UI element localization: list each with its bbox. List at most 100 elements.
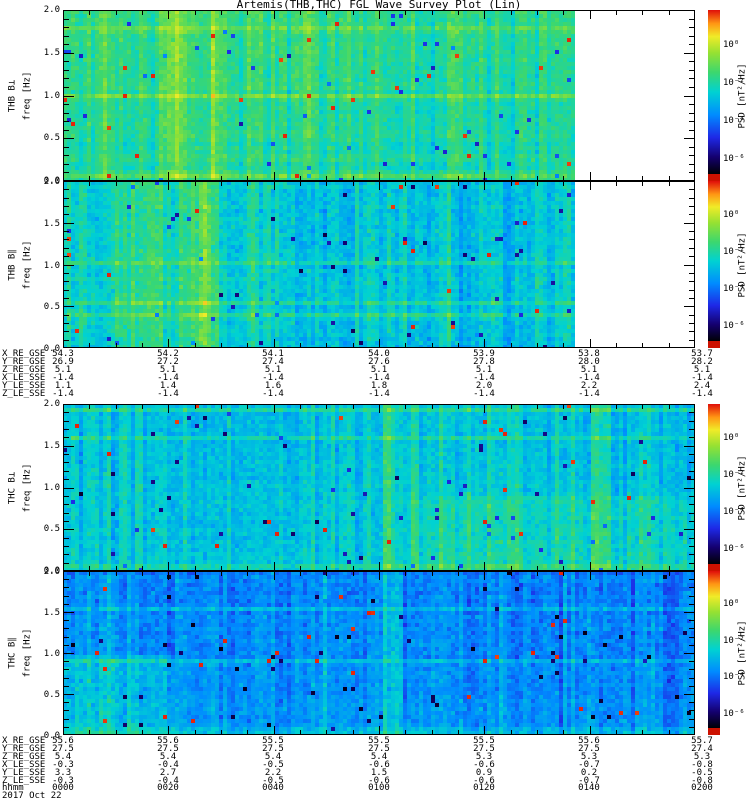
support-value: -0.8	[691, 760, 713, 770]
colorbar-tick-label: 10⁻⁶	[723, 544, 745, 555]
y-tick-label: 2.0	[43, 177, 60, 187]
support-value: 1.5	[370, 768, 388, 778]
support-value: 1.6	[264, 381, 282, 391]
support-value: 5.3	[475, 752, 493, 762]
support-value: -0.8	[691, 776, 713, 786]
y-tick-label: 2.0	[43, 5, 60, 15]
support-value: -1.4	[157, 373, 179, 383]
colorbar-tick-label: 10⁻⁴	[723, 672, 745, 683]
support-value: 5.3	[580, 752, 598, 762]
time-axis-label: hhmm	[2, 783, 24, 793]
support-value: 54.3	[52, 349, 74, 359]
support-value: -0.3	[52, 760, 74, 770]
support-value: 26.9	[52, 357, 74, 367]
y-tick-label: 0.0	[43, 176, 60, 186]
colorbar-psd-label: PSD [nT²/Hz]	[737, 454, 748, 521]
support-value: 55.6	[578, 736, 600, 746]
colorbar-thb-bpar	[708, 181, 720, 348]
colorbar-thb-bperp	[708, 10, 720, 181]
y-tick-label: 0.0	[43, 731, 60, 741]
time-tick-label: 0200	[691, 783, 713, 793]
support-value: 54.1	[262, 349, 284, 359]
support-value: -0.3	[52, 776, 74, 786]
support-value: 2.4	[693, 381, 711, 391]
support-row-label-X_LE_SSE: X_LE_SSE	[2, 760, 46, 770]
freq-axis-label: freq [Hz]	[22, 628, 33, 678]
support-value: 5.1	[159, 365, 177, 375]
support-value: -1.4	[691, 389, 713, 399]
colorbar-tick-label: 10⁰	[723, 433, 740, 444]
support-value: 27.5	[157, 744, 179, 754]
support-value: 54.2	[157, 349, 179, 359]
y-tick-label: 1.0	[43, 260, 60, 271]
time-tick-label: 0140	[578, 783, 600, 793]
y-tick-label: 0.5	[43, 690, 60, 700]
y-tick-label: 0.0	[43, 566, 60, 576]
support-value: 5.4	[370, 752, 388, 762]
colorbar-tick-label: 10⁻⁴	[723, 116, 745, 126]
support-value: 54.0	[368, 349, 390, 359]
freq-axis-label: freq [Hz]	[22, 463, 33, 512]
support-value: 5.3	[693, 752, 711, 762]
support-value: 28.0	[578, 357, 600, 367]
support-row-label-X_RE_GSE: X_RE_GSE	[2, 736, 46, 746]
freq-axis-label: freq [Hz]	[22, 71, 33, 120]
spectrogram-thc-bpar	[63, 571, 695, 735]
support-value: 53.9	[473, 349, 495, 359]
support-value: -0.5	[262, 760, 284, 770]
support-value: -1.4	[262, 373, 284, 383]
support-row-label-X_LE_SSE: X_LE_SSE	[2, 373, 46, 383]
time-tick-label: 0100	[368, 783, 390, 793]
time-tick-label: 0040	[262, 783, 284, 793]
support-value: -0.7	[578, 760, 600, 770]
y-tick-label: 1.5	[43, 440, 60, 451]
support-value: 5.1	[264, 365, 282, 375]
support-value: 28.2	[691, 357, 713, 367]
y-tick-label: 0.5	[43, 302, 60, 313]
time-tick-label: 0120	[473, 783, 495, 793]
colorbar-tick-label: 10⁻²	[723, 77, 745, 88]
support-value: 1.4	[159, 381, 177, 391]
y-tick-label: 1.0	[43, 482, 60, 493]
support-value: 27.6	[368, 357, 390, 367]
support-value: 27.4	[691, 744, 713, 754]
y-tick-label: 0.0	[43, 344, 60, 354]
colorbar-tick-label: 10⁰	[723, 39, 740, 50]
y-tick-label: 2.0	[43, 399, 60, 409]
support-value: 55.7	[691, 736, 713, 746]
support-value: -1.4	[52, 373, 74, 383]
support-value: 55.5	[262, 736, 284, 746]
support-value: 1.8	[370, 381, 388, 391]
colorbar-psd-label: PSD [nT²/Hz]	[737, 620, 748, 686]
support-value: 55.6	[52, 736, 74, 746]
support-value: 5.1	[54, 365, 72, 375]
colorbar-tick-label: 10⁻⁶	[723, 708, 745, 719]
support-row-label-Y_RE_GSE: Y_RE_GSE	[2, 357, 46, 367]
y-tick-label: 1.5	[43, 47, 60, 58]
date-label: 2017 Oct 22	[2, 791, 62, 800]
support-value: 27.4	[262, 357, 284, 367]
y-tick-label: 1.0	[43, 90, 60, 101]
support-value: -1.4	[262, 389, 284, 399]
colorbar-tick-label: 10⁻²	[723, 635, 745, 646]
support-value: -1.4	[368, 389, 390, 399]
support-value: -1.4	[578, 373, 600, 383]
support-value: -1.4	[691, 373, 713, 383]
support-value: -0.5	[262, 776, 284, 786]
support-value: -0.6	[473, 760, 495, 770]
support-value: 5.1	[580, 365, 598, 375]
support-value: 0.2	[580, 768, 598, 778]
support-value: 27.2	[157, 357, 179, 367]
support-value: 55.5	[473, 736, 495, 746]
panel-instrument-label: THB B⊥	[7, 79, 18, 112]
support-value: -0.6	[368, 776, 390, 786]
colorbar-tick-label: 10⁻⁴	[723, 284, 745, 295]
spectrogram-thc-bperp	[63, 404, 695, 571]
panel-instrument-label: THB B∥	[7, 248, 18, 281]
support-row-label-X_RE_GSE: X_RE_GSE	[2, 349, 46, 359]
freq-axis-label: freq [Hz]	[22, 240, 33, 289]
y-tick-label: 1.5	[43, 608, 60, 618]
colorbar-tick-label: 10⁻²	[723, 246, 745, 257]
support-value: -0.5	[691, 768, 713, 778]
colorbar-psd-label: PSD [nT²/Hz]	[737, 62, 748, 129]
